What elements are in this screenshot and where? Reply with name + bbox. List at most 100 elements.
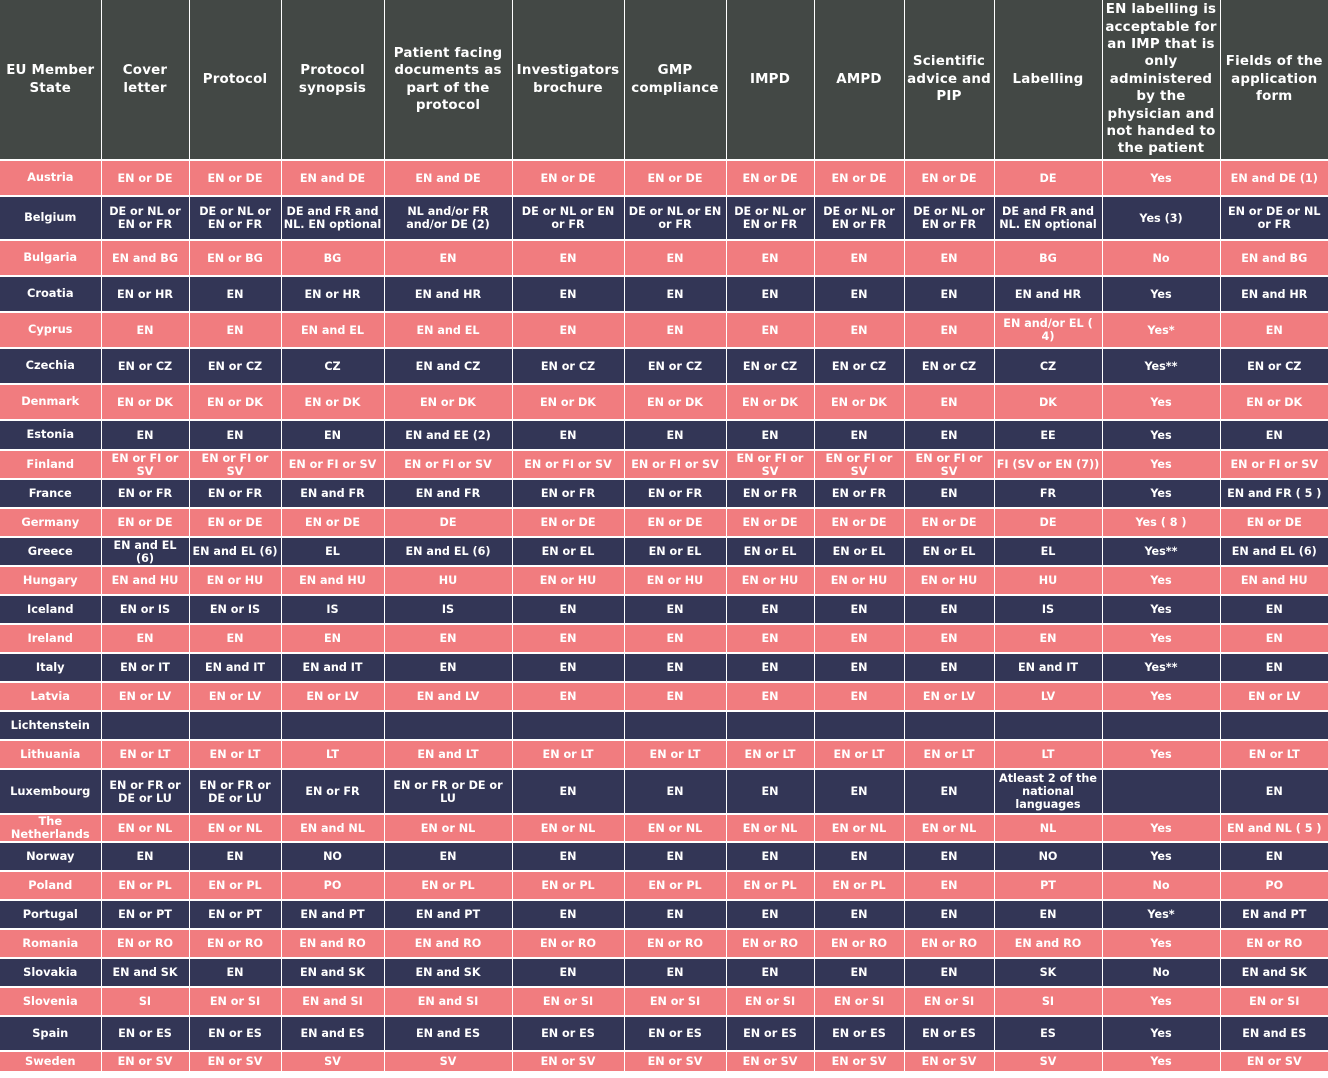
member-state-cell: Hungary bbox=[0, 566, 101, 596]
table-cell-investigators-brochure: EN bbox=[511, 769, 624, 815]
table-cell-impd: EN bbox=[725, 653, 814, 683]
table-cell-protocol: EN or PT bbox=[188, 900, 281, 931]
table-cell-investigators-brochure bbox=[511, 711, 624, 741]
table-cell-labelling: ES bbox=[993, 1016, 1102, 1053]
column-header-gmp-compliance: GMP compliance bbox=[623, 0, 726, 161]
table-cell-protocol-synopsis: EN bbox=[280, 420, 384, 451]
table-cell-en-labelling-acceptable: Yes bbox=[1101, 160, 1220, 197]
table-cell-protocol-synopsis: EN and EL bbox=[280, 312, 384, 349]
table-cell-investigators-brochure: EN bbox=[511, 595, 624, 625]
column-header-member-state: EU Member State bbox=[0, 0, 101, 161]
table-cell-investigators-brochure: EN or HU bbox=[511, 566, 624, 596]
table-cell-gmp-compliance: EN bbox=[623, 958, 726, 989]
table-row: Sweden EN or SV EN or SV SV SV EN or SV EN or … bbox=[0, 1051, 1328, 1074]
table-cell-impd: EN bbox=[725, 276, 814, 313]
table-cell-patient-facing-documents: EN and CZ bbox=[383, 348, 512, 385]
table-cell-scientific-advice-pip: EN bbox=[903, 900, 994, 931]
table-cell-impd: EN or NL bbox=[725, 814, 814, 844]
table-cell-investigators-brochure: EN or RO bbox=[511, 929, 624, 960]
table-cell-gmp-compliance: EN bbox=[623, 769, 726, 815]
table-cell-en-labelling-acceptable: Yes bbox=[1101, 682, 1220, 712]
member-state-cell: Poland bbox=[0, 871, 101, 902]
table-cell-cover-letter: EN and EL (6) bbox=[100, 537, 189, 567]
table-cell-labelling: EN and IT bbox=[993, 653, 1102, 683]
table-cell-patient-facing-documents: EN or DK bbox=[383, 384, 512, 421]
table-cell-gmp-compliance: EN bbox=[623, 420, 726, 451]
table-cell-cover-letter: EN or PL bbox=[100, 871, 189, 902]
table-cell-impd: EN bbox=[725, 842, 814, 873]
table-cell-scientific-advice-pip: EN bbox=[903, 871, 994, 902]
table-cell-scientific-advice-pip: EN or NL bbox=[903, 814, 994, 844]
member-state-cell: Spain bbox=[0, 1016, 101, 1053]
member-state-cell: Iceland bbox=[0, 595, 101, 625]
table-cell-protocol: EN or NL bbox=[188, 814, 281, 844]
table-cell-patient-facing-documents: EN or FR or DE or LU bbox=[383, 769, 512, 815]
table-cell-impd: EN or PL bbox=[725, 871, 814, 902]
table-cell-ampd: EN bbox=[813, 276, 904, 313]
table-cell-patient-facing-documents: EN and DE bbox=[383, 160, 512, 197]
table-cell-application-form-fields: EN and NL ( 5 ) bbox=[1219, 814, 1328, 844]
table-cell-protocol-synopsis: EN or FI or SV bbox=[280, 450, 384, 480]
table-cell-investigators-brochure: EN bbox=[511, 653, 624, 683]
table-cell-ampd: EN or FR bbox=[813, 479, 904, 509]
table-row: Poland EN or PL EN or PL PO EN or PL EN or PL… bbox=[0, 871, 1328, 902]
table-cell-cover-letter: EN or LV bbox=[100, 682, 189, 712]
table-cell-labelling: DE bbox=[993, 160, 1102, 197]
table-cell-protocol-synopsis: EN and PT bbox=[280, 900, 384, 931]
table-cell-investigators-brochure: EN bbox=[511, 312, 624, 349]
table-cell-gmp-compliance: EN bbox=[623, 900, 726, 931]
table-cell-patient-facing-documents: EN and SK bbox=[383, 958, 512, 989]
table-cell-protocol: EN bbox=[188, 276, 281, 313]
table-cell-protocol: EN or BG bbox=[188, 240, 281, 277]
table-cell-application-form-fields: EN or LV bbox=[1219, 682, 1328, 712]
table-cell-labelling: SV bbox=[993, 1051, 1102, 1074]
table-cell-application-form-fields: EN and HR bbox=[1219, 276, 1328, 313]
table-cell-patient-facing-documents: EN and ES bbox=[383, 1016, 512, 1053]
member-state-cell: Italy bbox=[0, 653, 101, 683]
table-cell-cover-letter: EN or DE bbox=[100, 160, 189, 197]
table-cell-en-labelling-acceptable: Yes bbox=[1101, 814, 1220, 844]
table-cell-scientific-advice-pip: EN bbox=[903, 769, 994, 815]
table-cell-ampd: EN bbox=[813, 682, 904, 712]
table-cell-en-labelling-acceptable: No bbox=[1101, 871, 1220, 902]
table-cell-scientific-advice-pip: EN or FI or SV bbox=[903, 450, 994, 480]
table-cell-impd: EN or EL bbox=[725, 537, 814, 567]
table-cell-protocol: EN or FR or DE or LU bbox=[188, 769, 281, 815]
member-state-cell: Latvia bbox=[0, 682, 101, 712]
table-cell-cover-letter: EN or FI or SV bbox=[100, 450, 189, 480]
table-cell-gmp-compliance: EN or SI bbox=[623, 987, 726, 1018]
table-cell-patient-facing-documents: EN and FR bbox=[383, 479, 512, 509]
table-cell-scientific-advice-pip: EN or LT bbox=[903, 740, 994, 770]
table-cell-investigators-brochure: EN or DE bbox=[511, 160, 624, 197]
table-cell-scientific-advice-pip: EN bbox=[903, 842, 994, 873]
table-cell-impd: EN bbox=[725, 958, 814, 989]
table-cell-patient-facing-documents: EN and RO bbox=[383, 929, 512, 960]
member-state-cell: Croatia bbox=[0, 276, 101, 313]
table-cell-labelling: EL bbox=[993, 537, 1102, 567]
table-cell-labelling: EN bbox=[993, 900, 1102, 931]
table-cell-protocol: EN bbox=[188, 420, 281, 451]
table-cell-ampd: EN or NL bbox=[813, 814, 904, 844]
table-cell-application-form-fields: EN and DE (1) bbox=[1219, 160, 1328, 197]
table-cell-ampd: EN or HU bbox=[813, 566, 904, 596]
table-cell-cover-letter: EN bbox=[100, 420, 189, 451]
table-row: Lichtenstein bbox=[0, 711, 1328, 741]
table-row: Spain EN or ES EN or ES EN and ES EN and ES E… bbox=[0, 1016, 1328, 1053]
column-header-application-form-fields: Fields of the application form bbox=[1219, 0, 1328, 161]
table-cell-gmp-compliance: EN bbox=[623, 624, 726, 654]
table-cell-cover-letter: EN or ES bbox=[100, 1016, 189, 1053]
table-cell-cover-letter: SI bbox=[100, 987, 189, 1018]
table-cell-impd: EN bbox=[725, 624, 814, 654]
table-cell-impd: EN or FR bbox=[725, 479, 814, 509]
table-cell-cover-letter: EN and HU bbox=[100, 566, 189, 596]
table-cell-gmp-compliance: EN or FI or SV bbox=[623, 450, 726, 480]
member-state-cell: Luxembourg bbox=[0, 769, 101, 815]
table-cell-investigators-brochure: EN bbox=[511, 240, 624, 277]
table-cell-protocol: EN or DE bbox=[188, 160, 281, 197]
table-cell-cover-letter: EN and SK bbox=[100, 958, 189, 989]
table-cell-gmp-compliance: EN bbox=[623, 595, 726, 625]
table-cell-application-form-fields bbox=[1219, 711, 1328, 741]
table-cell-protocol-synopsis: EN and SK bbox=[280, 958, 384, 989]
table-cell-application-form-fields: EN or RO bbox=[1219, 929, 1328, 960]
column-header-patient-facing-documents: Patient facing documents as part of the … bbox=[383, 0, 512, 161]
